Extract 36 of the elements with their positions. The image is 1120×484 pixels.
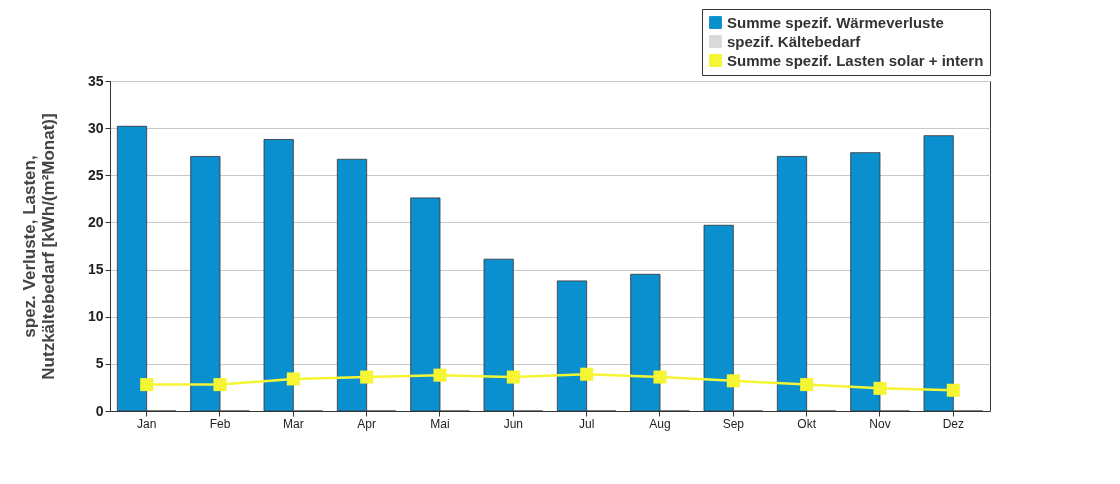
y-tick-label: 0 xyxy=(95,402,104,419)
x-tick-label: Aug xyxy=(649,416,671,431)
point xyxy=(286,372,300,386)
x-tick-label: Jan xyxy=(136,416,157,431)
y-tick-label: 5 xyxy=(95,355,104,372)
point xyxy=(213,378,227,392)
x-tick-label: Sep xyxy=(722,416,745,431)
x-tick-label: Okt xyxy=(797,416,817,431)
x-tick-label: Mar xyxy=(283,416,304,431)
point xyxy=(873,381,887,395)
point xyxy=(800,378,814,392)
legend-label: spezif. Kältebedarf xyxy=(727,32,862,50)
x-tick-label: Jul xyxy=(578,416,595,431)
y-tick-label: 20 xyxy=(87,213,104,230)
y-tick-label: 15 xyxy=(87,261,104,278)
point xyxy=(726,374,740,388)
point xyxy=(653,370,667,384)
y-tick-label: 35 xyxy=(87,72,104,89)
legend-label: Summe spezif. Lasten solar + intern xyxy=(727,51,984,69)
x-tick-label: Feb xyxy=(209,416,231,431)
y-tick-label: 30 xyxy=(87,119,104,136)
x-tick-label: Apr xyxy=(357,416,377,431)
y-tick-label: 25 xyxy=(87,166,104,183)
point xyxy=(140,378,154,392)
point xyxy=(946,383,960,397)
y-tick-label: 10 xyxy=(87,308,104,325)
x-tick-label: Nov xyxy=(869,416,891,431)
x-tick-label: Mai xyxy=(430,416,450,431)
legend-label: Summe spezif. Wärmeverluste xyxy=(727,13,944,31)
y-axis-title: spez. Verluste, Lasten, Nutzkältebedarf [kWh/(m²Monat)] xyxy=(19,113,58,380)
x-tick-label: Dez xyxy=(942,416,965,431)
x-tick-label: Jun xyxy=(503,416,524,431)
point xyxy=(433,368,447,382)
point xyxy=(580,367,594,381)
point xyxy=(360,370,374,384)
point xyxy=(506,370,520,384)
